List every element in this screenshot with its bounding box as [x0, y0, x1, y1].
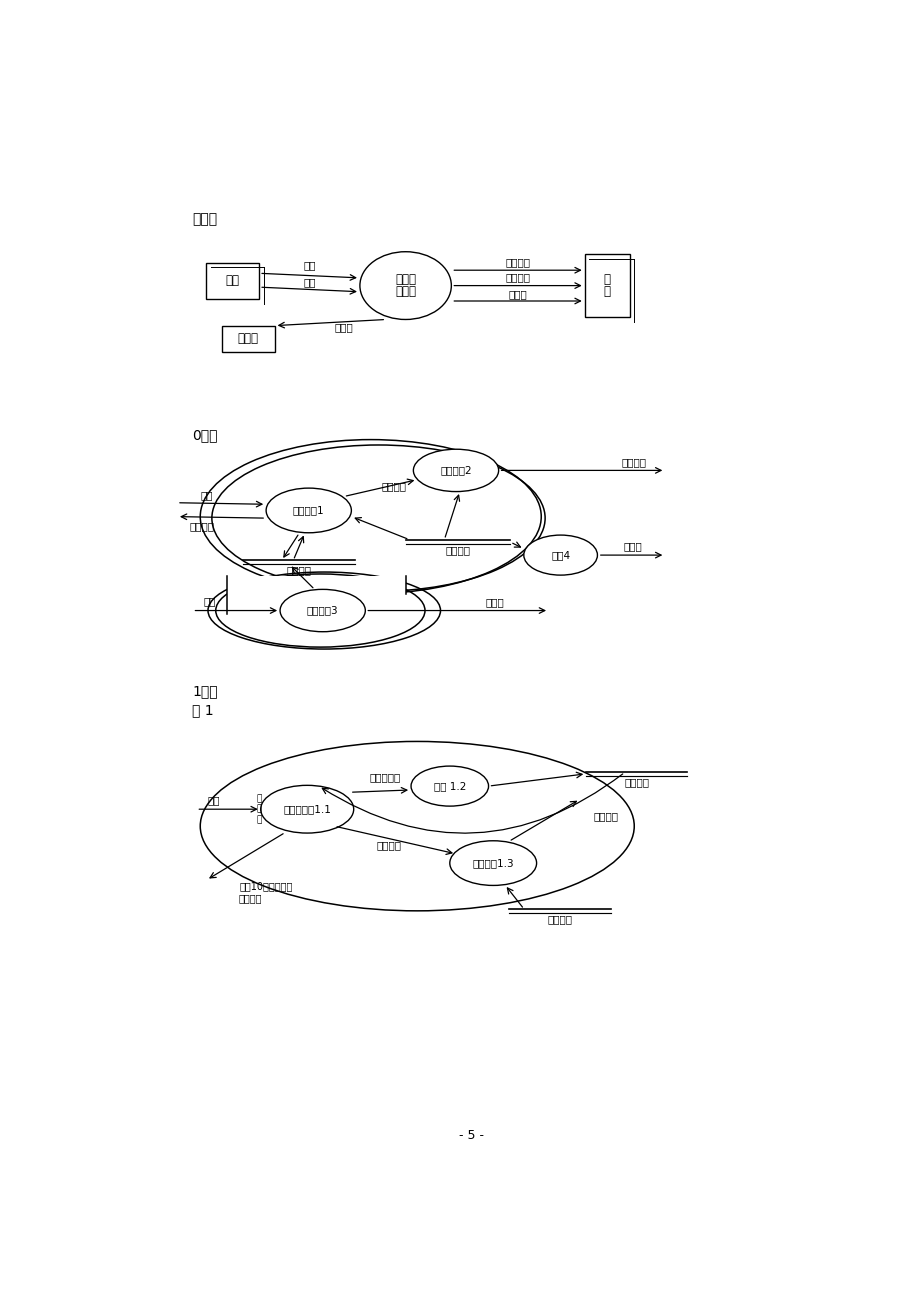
Ellipse shape [413, 449, 498, 492]
Bar [206, 263, 259, 299]
Text: 统计表: 统计表 [334, 322, 353, 332]
Text: 拒绝借书: 拒绝借书 [189, 521, 214, 531]
Ellipse shape [266, 488, 351, 533]
Text: 罚款单: 罚款单 [485, 598, 504, 607]
Text: 图书管: 图书管 [394, 273, 415, 286]
Text: 读者: 读者 [225, 275, 240, 288]
Ellipse shape [279, 590, 365, 631]
Text: - 5 -: - 5 - [459, 1129, 483, 1142]
Text: 审核借书证1.1: 审核借书证1.1 [283, 805, 331, 814]
Text: 借书文件: 借书文件 [623, 777, 649, 788]
Text: 借书信息: 借书信息 [505, 272, 530, 283]
Text: 读: 读 [603, 273, 610, 286]
Text: 借书处理2: 借书处理2 [439, 465, 471, 475]
Text: 借书通知: 借书通知 [594, 811, 618, 822]
Text: 借书: 借书 [200, 490, 212, 500]
Bar [235, 575, 397, 615]
Text: 无
效
证: 无 效 证 [256, 794, 262, 824]
Text: 借书信息: 借书信息 [621, 457, 646, 467]
Text: 1层图: 1层图 [192, 685, 218, 698]
Text: 借书: 借书 [303, 260, 315, 270]
Bar [227, 575, 405, 615]
Text: 还书处理3: 还书处理3 [307, 605, 338, 616]
Text: 拒绝借书: 拒绝借书 [239, 893, 262, 902]
Text: 理系统: 理系统 [394, 285, 415, 298]
Text: 统计表: 统计表 [623, 542, 641, 552]
Ellipse shape [411, 766, 488, 806]
Ellipse shape [359, 251, 451, 319]
Ellipse shape [449, 841, 536, 885]
Text: 还书: 还书 [203, 596, 216, 607]
Text: 借书信息: 借书信息 [376, 840, 401, 850]
Text: 0层图: 0层图 [192, 428, 218, 443]
Text: 拒绝借书: 拒绝借书 [505, 258, 530, 267]
Text: 者: 者 [603, 285, 610, 298]
Text: 库存记录: 库存记录 [547, 914, 572, 924]
Text: 罚款单: 罚款单 [508, 289, 527, 299]
Text: 借书: 借书 [208, 796, 221, 805]
Text: 库存文件: 库存文件 [445, 544, 470, 555]
Bar [584, 254, 629, 318]
Text: 图 1: 图 1 [192, 703, 214, 717]
Ellipse shape [260, 785, 353, 833]
Text: 还书: 还书 [303, 277, 315, 286]
Text: 第一次借书: 第一次借书 [369, 772, 400, 783]
Text: 超过10本或库存无: 超过10本或库存无 [239, 881, 292, 891]
Text: 借书通知: 借书通知 [381, 480, 406, 491]
Bar [221, 326, 275, 352]
Ellipse shape [523, 535, 596, 575]
Text: 顶层图: 顶层图 [192, 212, 218, 227]
Text: 借书文件: 借书文件 [286, 565, 312, 575]
Text: 建档 1.2: 建档 1.2 [433, 781, 466, 792]
Text: 借书审核1.3: 借书审核1.3 [471, 858, 514, 868]
Text: 审核借书1: 审核借书1 [292, 505, 324, 516]
Text: 查询4: 查询4 [550, 551, 570, 560]
Text: 管理员: 管理员 [237, 332, 258, 345]
